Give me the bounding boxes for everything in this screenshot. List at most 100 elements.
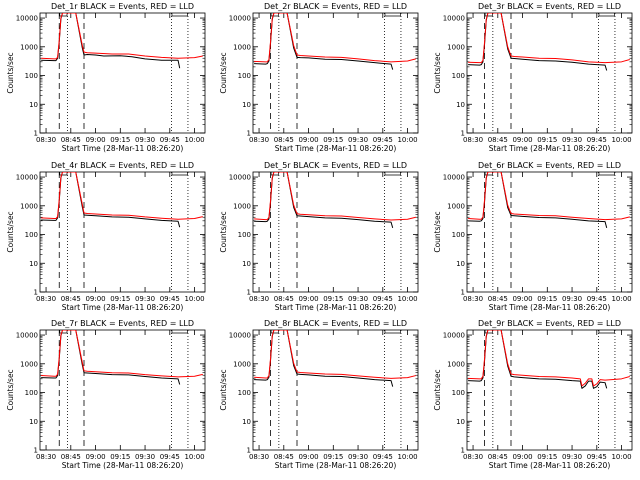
series-line-events bbox=[468, 13, 608, 71]
x-tick-label: 09:15 bbox=[110, 136, 130, 144]
y-tick-label: 1000 bbox=[447, 43, 465, 51]
y-tick-label: 1000 bbox=[20, 202, 38, 210]
panel-8: Det_8r BLACK = Events, RED = LLD 1 10 100 10… bbox=[219, 319, 419, 470]
x-tick-label: 09:00 bbox=[85, 136, 105, 144]
y-tick-label: 100 bbox=[25, 231, 38, 239]
series-line-lld bbox=[254, 172, 416, 221]
panel-3: Det_3r BLACK = Events, RED = LLD 1 10 100 10… bbox=[433, 2, 633, 153]
x-tick-label: 09:15 bbox=[110, 295, 130, 303]
x-tick-label: 09:45 bbox=[373, 136, 393, 144]
panel-title: Det_3r BLACK = Events, RED = LLD bbox=[478, 2, 621, 11]
y-tick-label: 1000 bbox=[20, 43, 38, 51]
y-axis-label: Counts/sec bbox=[433, 52, 442, 93]
x-tick-label: 09:45 bbox=[160, 295, 180, 303]
x-axis-label: Start Time (28-Mar-11 08:26:20) bbox=[275, 461, 397, 470]
series-line-events bbox=[254, 13, 394, 70]
x-tick-label: 09:15 bbox=[323, 453, 343, 461]
x-axis-label: Start Time (28-Mar-11 08:26:20) bbox=[489, 461, 611, 470]
interval-flag bbox=[384, 172, 401, 176]
x-tick-label: 08:30 bbox=[249, 295, 269, 303]
y-tick-label: 100 bbox=[238, 72, 251, 80]
y-tick-label: 100 bbox=[25, 72, 38, 80]
interval-flag bbox=[59, 172, 68, 176]
y-tick-label: 10000 bbox=[16, 15, 38, 23]
y-tick-label: 10 bbox=[242, 260, 251, 268]
y-tick-label: 1 bbox=[461, 130, 465, 138]
y-tick-label: 1000 bbox=[233, 43, 251, 51]
y-tick-label: 10000 bbox=[16, 174, 38, 182]
panel-title: Det_8r BLACK = Events, RED = LLD bbox=[264, 319, 407, 328]
x-tick-label: 09:00 bbox=[85, 295, 105, 303]
x-tick-label: 09:30 bbox=[562, 295, 582, 303]
x-axis-label: Start Time (28-Mar-11 08:26:20) bbox=[489, 144, 611, 153]
x-axis-label: Start Time (28-Mar-11 08:26:20) bbox=[275, 144, 397, 153]
x-tick-label: 09:45 bbox=[587, 136, 607, 144]
panel-5: Det_5r BLACK = Events, RED = LLD 1 10 100 10… bbox=[219, 161, 419, 312]
x-tick-label: 10:00 bbox=[397, 453, 417, 461]
series-line-lld bbox=[254, 330, 416, 379]
y-tick-label: 1000 bbox=[447, 360, 465, 368]
x-tick-label: 08:30 bbox=[36, 136, 56, 144]
y-tick-label: 100 bbox=[238, 231, 251, 239]
x-tick-label: 08:45 bbox=[488, 295, 508, 303]
series-line-events bbox=[468, 330, 608, 389]
panel-1: Det_1r BLACK = Events, RED = LLD 1 10 100 10… bbox=[6, 2, 206, 153]
x-axis-label: Start Time (28-Mar-11 08:26:20) bbox=[489, 303, 611, 312]
x-axis-label: Start Time (28-Mar-11 08:26:20) bbox=[62, 461, 184, 470]
x-tick-label: 10:00 bbox=[397, 295, 417, 303]
panel-title: Det_7r BLACK = Events, RED = LLD bbox=[51, 319, 194, 328]
x-tick-label: 08:30 bbox=[36, 453, 56, 461]
plot-frame bbox=[39, 171, 206, 293]
y-tick-label: 1000 bbox=[233, 202, 251, 210]
x-tick-label: 08:45 bbox=[61, 136, 81, 144]
x-tick-label: 09:15 bbox=[537, 295, 557, 303]
y-tick-label: 10 bbox=[29, 101, 38, 109]
x-tick-label: 10:00 bbox=[184, 453, 204, 461]
interval-flag bbox=[484, 330, 493, 334]
series-line-events bbox=[468, 172, 608, 229]
y-tick-label: 100 bbox=[452, 231, 465, 239]
panel-title: Det_5r BLACK = Events, RED = LLD bbox=[264, 161, 407, 170]
x-tick-label: 09:15 bbox=[537, 136, 557, 144]
panel-2: Det_2r BLACK = Events, RED = LLD 1 10 100 10… bbox=[219, 2, 419, 153]
x-tick-label: 09:45 bbox=[160, 453, 180, 461]
series-line-lld bbox=[41, 172, 203, 220]
plot-frame bbox=[466, 171, 633, 293]
x-tick-label: 08:30 bbox=[249, 453, 269, 461]
y-tick-label: 10000 bbox=[229, 15, 251, 23]
x-tick-label: 09:30 bbox=[348, 295, 368, 303]
y-tick-label: 1 bbox=[34, 447, 38, 455]
y-tick-label: 100 bbox=[25, 389, 38, 397]
x-tick-label: 10:00 bbox=[184, 295, 204, 303]
y-tick-label: 100 bbox=[452, 72, 465, 80]
panel-9: Det_9r BLACK = Events, RED = LLD 1 10 100 10… bbox=[433, 319, 633, 470]
y-tick-label: 1000 bbox=[20, 360, 38, 368]
x-tick-label: 09:30 bbox=[348, 136, 368, 144]
panel-title: Det_6r BLACK = Events, RED = LLD bbox=[478, 161, 621, 170]
series-line-events bbox=[41, 330, 181, 385]
x-tick-label: 10:00 bbox=[184, 136, 204, 144]
plot-frame bbox=[39, 12, 206, 134]
panel-title: Det_4r BLACK = Events, RED = LLD bbox=[51, 161, 194, 170]
y-axis-label: Counts/sec bbox=[219, 369, 228, 410]
x-tick-label: 08:45 bbox=[488, 136, 508, 144]
y-axis-label: Counts/sec bbox=[219, 52, 228, 93]
y-tick-label: 10 bbox=[29, 260, 38, 268]
interval-flag bbox=[270, 13, 279, 17]
series-line-lld bbox=[468, 13, 630, 64]
x-tick-label: 09:45 bbox=[160, 136, 180, 144]
x-tick-label: 09:45 bbox=[587, 295, 607, 303]
plot-frame bbox=[252, 329, 419, 451]
y-axis-label: Counts/sec bbox=[433, 211, 442, 252]
interval-flag bbox=[484, 13, 493, 17]
y-axis-label: Counts/sec bbox=[219, 211, 228, 252]
interval-flag bbox=[59, 330, 68, 334]
x-tick-label: 09:45 bbox=[587, 453, 607, 461]
x-tick-label: 08:30 bbox=[249, 136, 269, 144]
x-tick-label: 09:30 bbox=[135, 453, 155, 461]
x-tick-label: 09:30 bbox=[562, 453, 582, 461]
panel-title: Det_9r BLACK = Events, RED = LLD bbox=[478, 319, 621, 328]
y-tick-label: 1 bbox=[461, 289, 465, 297]
plot-frame bbox=[252, 12, 419, 134]
x-axis-label: Start Time (28-Mar-11 08:26:20) bbox=[275, 303, 397, 312]
